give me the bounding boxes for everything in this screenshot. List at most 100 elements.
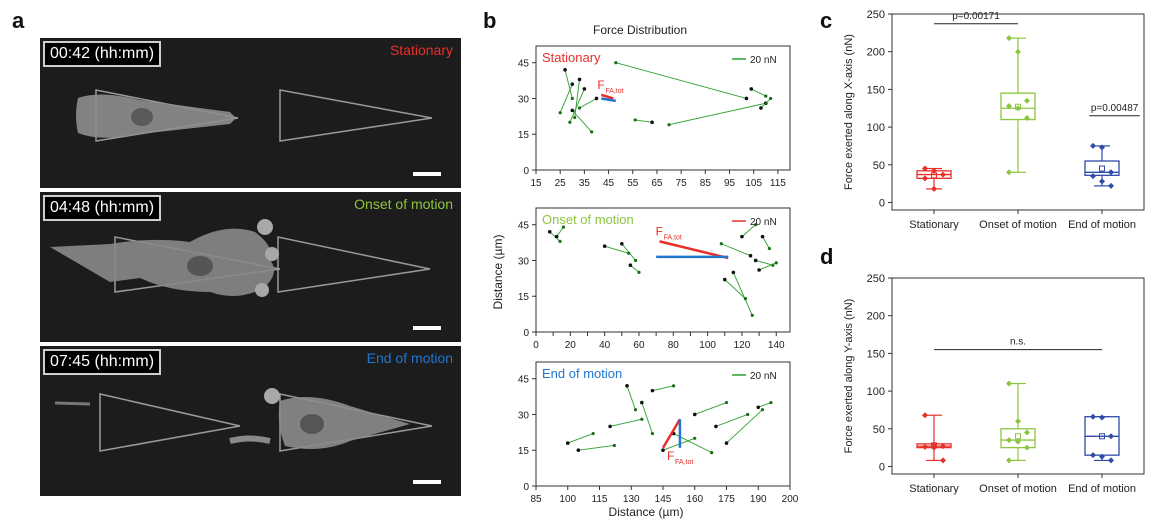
x-tick-label: 95	[724, 178, 736, 189]
data-point	[1090, 173, 1096, 180]
vector-head	[558, 239, 562, 243]
adhesion-point	[661, 448, 665, 453]
vector-head	[627, 251, 631, 255]
vector-head	[767, 246, 772, 251]
x-tick-label: 45	[603, 178, 615, 189]
traction-vector	[721, 243, 751, 257]
vector-head	[561, 225, 566, 229]
y-tick-label: 100	[867, 122, 885, 134]
x-tick-label: 40	[599, 340, 611, 351]
force-map-end-of-motion: 85 100 115 130 145 160 175 190 200 0 15 30 45 F FA,tot…	[518, 361, 799, 505]
traction-vector	[569, 88, 585, 123]
adhesion-point	[650, 120, 654, 125]
traction-vector	[574, 79, 580, 118]
adhesion-point	[722, 277, 727, 282]
data-point	[1006, 437, 1012, 444]
vector-head	[769, 96, 773, 101]
total-force-arrow-red	[661, 418, 682, 449]
traction-vector	[758, 262, 777, 271]
adhesion-point	[759, 106, 763, 110]
data-point	[1099, 144, 1105, 151]
box-chart-y-axis: 0 50 100 150 200 250 Force exerted along Y-axi…	[843, 273, 1145, 495]
traction-vector	[724, 279, 746, 299]
traction-vector	[751, 88, 767, 97]
data-point	[1024, 97, 1030, 104]
total-force-arrow-red	[600, 93, 614, 100]
force-label-subscript: FA,tot	[605, 88, 623, 95]
y-tick-label: 250	[867, 9, 885, 21]
data-point	[1006, 169, 1012, 176]
adhesion-point	[731, 270, 736, 275]
x-tick-label: 120	[734, 340, 751, 351]
data-point	[1024, 429, 1030, 436]
y-tick-label: 0	[879, 197, 885, 209]
traction-vector	[578, 445, 615, 451]
traction-vector	[762, 236, 770, 249]
traction-vector	[760, 98, 771, 109]
box-chart-x-axis: 0 50 100 150 200 250 Force exerted along X-axi…	[843, 9, 1145, 231]
force-map-state-label: Onset of motion	[542, 212, 634, 227]
traction-vector	[567, 433, 594, 444]
data-point	[931, 444, 937, 451]
data-point	[1108, 433, 1114, 440]
y-tick-label: 0	[879, 461, 885, 473]
adhesion-point	[757, 268, 761, 272]
data-point	[1024, 444, 1030, 451]
adhesion-point	[740, 234, 744, 239]
force-label-subscript: FA,tot	[675, 459, 693, 466]
vector-head	[724, 400, 729, 405]
x-tick-label: 190	[750, 494, 767, 505]
data-point	[1108, 457, 1114, 464]
x-tick-label: 35	[579, 178, 591, 189]
vector-head	[614, 61, 618, 65]
box-mean	[1099, 433, 1105, 440]
x-tick-label: Stationary	[909, 483, 959, 495]
y-tick-label: 150	[867, 348, 885, 360]
time-stamp-3: 07:45 (hh:mm)	[43, 349, 162, 375]
traction-vector	[609, 418, 642, 427]
traction-vector	[556, 226, 564, 237]
data-point	[1090, 413, 1096, 420]
x-tick-label: 145	[655, 494, 672, 505]
force-map-frame	[535, 45, 791, 171]
box-iqr	[1000, 428, 1036, 449]
vector-head	[650, 431, 655, 436]
x-tick-label: 15	[530, 178, 542, 189]
adhesion-point	[753, 258, 758, 263]
adhesion-point	[602, 244, 607, 248]
vector-head	[590, 130, 594, 134]
vector-head	[568, 120, 572, 124]
data-point	[1024, 115, 1030, 122]
y-tick-label: 30	[518, 94, 530, 105]
data-point	[922, 443, 928, 450]
traction-vector	[758, 402, 772, 408]
force-label-subscript: FA,tot	[664, 234, 682, 241]
data-point	[1090, 142, 1096, 149]
vector-head	[558, 111, 562, 115]
force-label: F	[667, 449, 674, 463]
adhesion-point	[563, 68, 567, 72]
data-point	[940, 443, 946, 450]
micrograph-frame-1: 00:42 (hh:mm) Stationary	[40, 38, 461, 188]
y-tick-label: 200	[867, 311, 885, 323]
adhesion-point	[760, 234, 765, 239]
traction-vector	[564, 69, 573, 99]
adhesion-point	[625, 384, 629, 388]
traction-vector	[604, 245, 629, 254]
y-tick-label: 30	[518, 256, 530, 267]
time-stamp-2: 04:48 (hh:mm)	[43, 195, 162, 221]
data-point	[1015, 105, 1021, 112]
vector-head	[719, 242, 723, 246]
data-point	[940, 171, 946, 178]
x-tick-label: 115	[592, 494, 608, 505]
adhesion-point	[547, 230, 552, 234]
panel-c-letter: c	[820, 8, 833, 33]
cell-image-1	[76, 89, 433, 142]
vector-head	[764, 94, 768, 98]
vector-head	[570, 96, 574, 101]
vector-head	[633, 258, 638, 263]
vector-head	[633, 408, 638, 412]
x-tick-label: 75	[676, 178, 688, 189]
data-point	[940, 457, 946, 464]
